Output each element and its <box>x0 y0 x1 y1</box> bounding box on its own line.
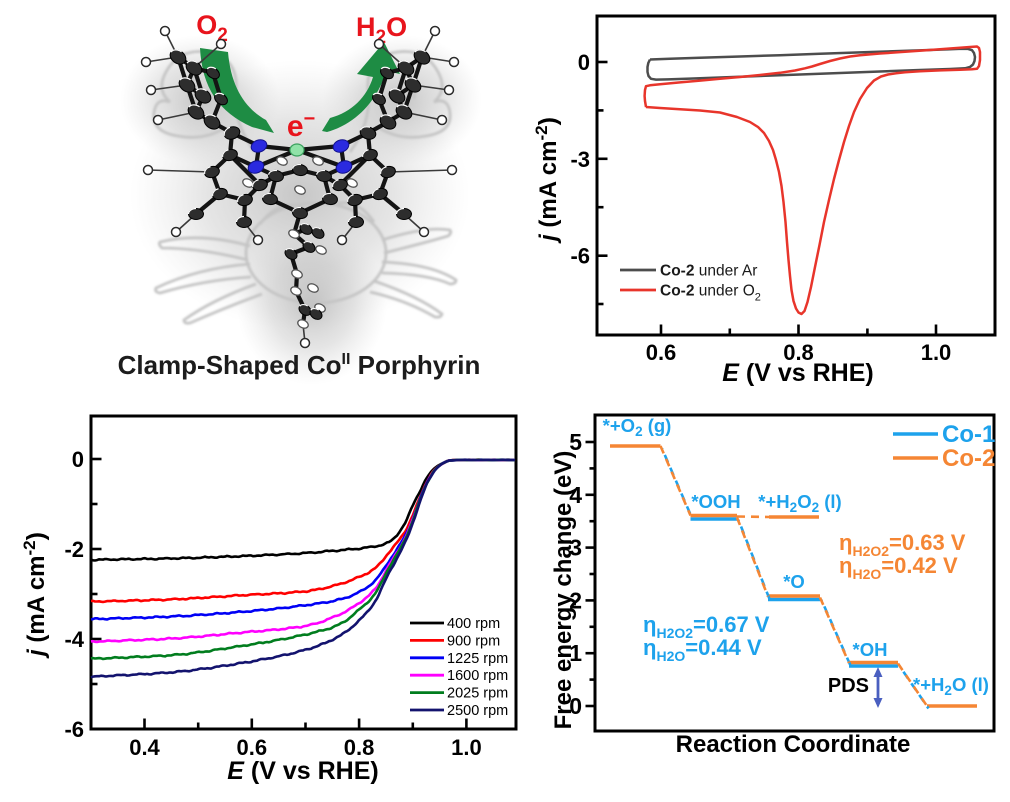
svg-text:0: 0 <box>72 447 84 472</box>
svg-text:Co-2 under O2: Co-2 under O2 <box>660 283 761 304</box>
svg-text:0.8: 0.8 <box>783 340 814 365</box>
svg-text:1.0: 1.0 <box>451 735 482 760</box>
svg-text:e−: e− <box>287 108 315 143</box>
svg-text:Clamp-Shaped CoII Porphyrin: Clamp-Shaped CoII Porphyrin <box>118 350 481 380</box>
svg-text:900 rpm: 900 rpm <box>447 633 500 649</box>
svg-text:*O: *O <box>783 571 805 592</box>
svg-text:*+H2O2 (l): *+H2O2 (l) <box>758 491 841 515</box>
svg-text:*+H2O (l): *+H2O (l) <box>913 674 989 698</box>
svg-text:Co-2: Co-2 <box>942 445 995 472</box>
svg-text:Co-2 under Ar: Co-2 under Ar <box>660 263 757 280</box>
svg-text:5: 5 <box>569 429 582 455</box>
svg-text:Reaction Coordinate: Reaction Coordinate <box>676 731 911 758</box>
svg-text:0.6: 0.6 <box>646 340 677 365</box>
svg-text:-3: -3 <box>570 147 590 172</box>
svg-text:2500 rpm: 2500 rpm <box>447 703 508 719</box>
svg-text:2025 rpm: 2025 rpm <box>447 686 508 702</box>
svg-text:4: 4 <box>569 482 582 508</box>
svg-text:E (V vs RHE): E (V vs RHE) <box>722 359 873 387</box>
svg-text:1225 rpm: 1225 rpm <box>447 651 508 667</box>
svg-text:0.6: 0.6 <box>237 735 268 760</box>
svg-text:0: 0 <box>578 50 590 75</box>
svg-text:0.8: 0.8 <box>344 735 375 760</box>
svg-text:-6: -6 <box>64 717 84 742</box>
svg-text:Free energy change (eV): Free energy change (eV) <box>550 451 577 730</box>
svg-text:*OOH: *OOH <box>691 491 740 512</box>
svg-text:ηH2O2=0.63 V: ηH2O2=0.63 V <box>839 530 966 559</box>
svg-text:0: 0 <box>569 693 582 719</box>
svg-text:-2: -2 <box>64 537 84 562</box>
svg-text:Co-1: Co-1 <box>942 421 995 448</box>
svg-text:2: 2 <box>569 587 582 613</box>
svg-text:1600 rpm: 1600 rpm <box>447 668 508 684</box>
svg-text:1.0: 1.0 <box>921 340 952 365</box>
svg-text:3: 3 <box>569 535 582 561</box>
svg-text:E (V vs RHE): E (V vs RHE) <box>227 757 378 785</box>
svg-text:0.4: 0.4 <box>129 735 160 760</box>
svg-text:-6: -6 <box>570 244 590 269</box>
svg-text:1: 1 <box>569 640 582 666</box>
svg-text:400 rpm: 400 rpm <box>447 616 500 632</box>
svg-text:-4: -4 <box>64 627 84 652</box>
svg-text:*OH: *OH <box>853 639 888 660</box>
svg-text:PDS: PDS <box>828 675 869 697</box>
